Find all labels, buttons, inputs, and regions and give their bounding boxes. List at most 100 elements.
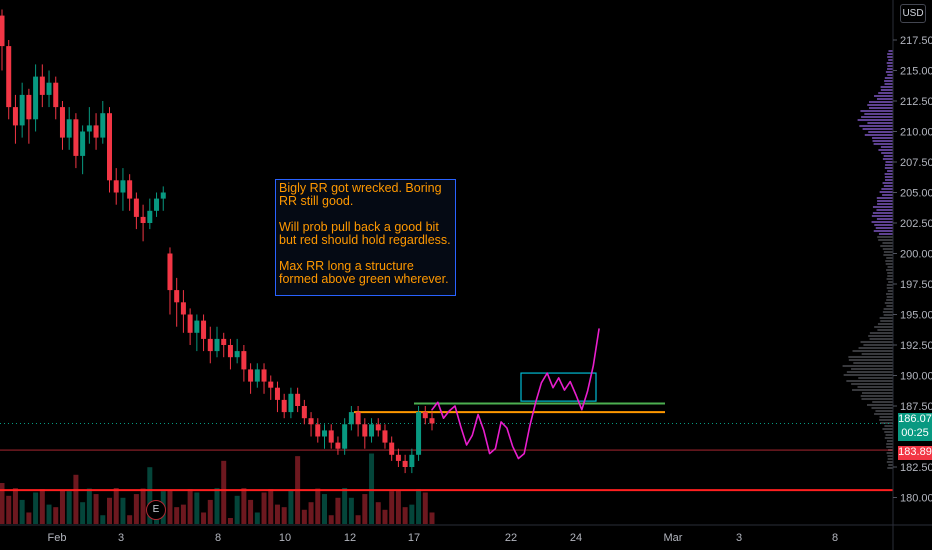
volume-bar bbox=[0, 483, 5, 524]
volume-profile-row bbox=[868, 335, 893, 337]
candle-body bbox=[154, 198, 160, 211]
candle-body bbox=[133, 198, 139, 217]
volume-profile-row bbox=[878, 149, 893, 151]
prior-price-badge: 183.89 bbox=[898, 446, 932, 460]
volume-bar bbox=[187, 489, 193, 524]
volume-profile-row bbox=[884, 80, 893, 82]
candle-body bbox=[328, 430, 334, 443]
price-tick-label: 205.00 bbox=[900, 188, 932, 200]
volume-profile-row bbox=[886, 299, 893, 301]
volume-bar bbox=[254, 512, 260, 524]
candlesticks bbox=[0, 9, 435, 474]
volume-profile-row bbox=[884, 83, 893, 85]
volume-bar bbox=[120, 497, 126, 524]
candle-body bbox=[241, 351, 247, 370]
volume-profile-row bbox=[877, 203, 893, 205]
candle-body bbox=[160, 192, 166, 199]
volume-profile-row bbox=[874, 224, 893, 226]
volume-profile-row bbox=[869, 101, 893, 103]
volume-profile-row bbox=[871, 407, 893, 409]
volume-profile-row bbox=[846, 380, 893, 382]
volume-bar bbox=[402, 507, 408, 524]
volume-profile-row bbox=[882, 242, 893, 244]
volume-profile-row bbox=[875, 227, 893, 229]
volume-profile-row bbox=[884, 425, 893, 427]
candle-body bbox=[308, 418, 314, 425]
candle-body bbox=[214, 338, 220, 352]
candle-body bbox=[382, 430, 388, 443]
earnings-marker[interactable]: E bbox=[146, 500, 166, 520]
volume-profile-row bbox=[867, 122, 893, 124]
volume-profile-row bbox=[872, 401, 893, 403]
volume-profile-row bbox=[888, 464, 893, 466]
volume-profile-row bbox=[882, 194, 893, 196]
volume-profile-row bbox=[851, 383, 893, 385]
volume-profile-row bbox=[871, 215, 893, 217]
volume-bars bbox=[0, 453, 435, 524]
volume-profile-row bbox=[884, 173, 893, 175]
volume-profile-row bbox=[884, 176, 893, 178]
volume-profile-row bbox=[887, 74, 893, 76]
volume-bar bbox=[248, 499, 254, 524]
candle-body bbox=[113, 180, 119, 193]
volume-profile-row bbox=[887, 266, 893, 268]
candle-body bbox=[429, 418, 435, 424]
volume-profile-row bbox=[876, 209, 893, 211]
volume-profile-row bbox=[875, 410, 893, 412]
volume-profile-row bbox=[874, 326, 893, 328]
volume-profile-row bbox=[887, 290, 893, 292]
volume-bar bbox=[241, 488, 247, 524]
volume-profile-row bbox=[879, 317, 893, 319]
volume-bar bbox=[180, 504, 186, 524]
volume-profile-row bbox=[888, 281, 893, 283]
price-tick-label: 187.50 bbox=[900, 401, 932, 413]
time-tick-label: 3 bbox=[118, 532, 124, 544]
volume-profile-row bbox=[861, 398, 893, 400]
candle-body bbox=[46, 82, 52, 95]
candle-body bbox=[93, 125, 99, 138]
candle-body bbox=[315, 424, 321, 437]
price-tick-label: 200.00 bbox=[900, 249, 932, 261]
volume-profile-row bbox=[888, 50, 893, 52]
candle-body bbox=[39, 76, 45, 95]
volume-profile-row bbox=[874, 95, 893, 97]
volume-profile-row bbox=[884, 431, 893, 433]
candle-body bbox=[389, 442, 395, 455]
volume-profile-row bbox=[881, 152, 893, 154]
price-tick-label: 207.50 bbox=[900, 157, 932, 169]
volume-profile-row bbox=[860, 110, 893, 112]
volume-profile-row bbox=[882, 158, 893, 160]
currency-selector[interactable]: USD bbox=[900, 4, 926, 23]
candle-body bbox=[80, 131, 86, 156]
drawings bbox=[431, 328, 600, 460]
volume-profile-row bbox=[887, 65, 893, 67]
volume-profile-row bbox=[861, 116, 893, 118]
volume-profile-row bbox=[885, 71, 893, 73]
candle-body bbox=[375, 424, 381, 431]
volume-bar bbox=[194, 492, 200, 524]
annotation-text-box[interactable]: Bigly RR got wrecked. Boring RR still go… bbox=[275, 179, 456, 296]
candle-body bbox=[59, 107, 65, 138]
candle-body bbox=[53, 82, 59, 108]
volume-profile-row bbox=[886, 293, 893, 295]
volume-profile-row bbox=[883, 155, 893, 157]
candle-body bbox=[274, 387, 280, 400]
volume-profile-row bbox=[886, 287, 893, 289]
time-tick-label: Mar bbox=[664, 532, 683, 544]
candle-body bbox=[416, 412, 422, 455]
volume-profile-row bbox=[860, 341, 893, 343]
volume-bar bbox=[261, 492, 267, 524]
volume-profile-row bbox=[874, 413, 893, 415]
price-tick-label: 195.00 bbox=[900, 310, 932, 322]
volume-profile-row bbox=[883, 251, 893, 253]
volume-profile-row bbox=[886, 452, 893, 454]
volume-profile-row bbox=[879, 416, 893, 418]
volume-bar bbox=[389, 491, 395, 524]
volume-bar bbox=[73, 474, 79, 524]
price-tick-label: 212.50 bbox=[900, 96, 932, 108]
volume-profile-row bbox=[871, 221, 893, 223]
volume-bar bbox=[335, 497, 341, 524]
volume-bar bbox=[39, 489, 45, 524]
